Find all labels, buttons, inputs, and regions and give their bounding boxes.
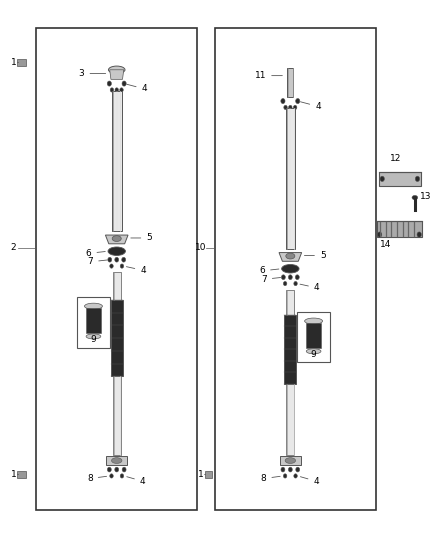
Circle shape: [115, 88, 118, 92]
Circle shape: [378, 232, 382, 237]
Text: 11: 11: [254, 71, 283, 80]
Circle shape: [283, 474, 287, 478]
Text: 12: 12: [390, 154, 401, 163]
Polygon shape: [106, 456, 127, 465]
Circle shape: [110, 474, 113, 478]
Polygon shape: [286, 290, 294, 314]
Text: 1: 1: [11, 58, 17, 67]
Circle shape: [120, 474, 124, 478]
Circle shape: [107, 467, 111, 472]
Text: 1: 1: [11, 470, 17, 479]
Circle shape: [120, 264, 124, 268]
Circle shape: [122, 81, 126, 86]
Circle shape: [281, 275, 285, 280]
Circle shape: [110, 88, 114, 92]
Circle shape: [293, 106, 297, 110]
Text: 1: 1: [198, 470, 204, 479]
Circle shape: [289, 106, 292, 110]
Ellipse shape: [109, 66, 125, 74]
Ellipse shape: [112, 458, 122, 463]
Polygon shape: [280, 456, 301, 465]
Text: 4: 4: [300, 477, 319, 486]
Polygon shape: [286, 384, 294, 455]
Polygon shape: [106, 235, 128, 244]
FancyBboxPatch shape: [215, 28, 376, 511]
Polygon shape: [279, 253, 302, 261]
Ellipse shape: [282, 264, 299, 273]
Text: 4: 4: [127, 84, 147, 93]
Polygon shape: [113, 272, 121, 300]
Circle shape: [284, 106, 287, 110]
Text: 7: 7: [88, 257, 107, 266]
Text: 5: 5: [131, 233, 152, 243]
FancyBboxPatch shape: [205, 471, 212, 478]
Text: 4: 4: [127, 477, 145, 486]
Text: 4: 4: [127, 266, 146, 275]
Ellipse shape: [305, 318, 323, 324]
Circle shape: [417, 232, 421, 237]
Circle shape: [295, 275, 299, 280]
Circle shape: [110, 264, 113, 268]
Circle shape: [296, 99, 300, 103]
Text: 6: 6: [259, 266, 279, 276]
Polygon shape: [284, 314, 297, 384]
Ellipse shape: [285, 458, 296, 463]
Circle shape: [107, 81, 111, 86]
Ellipse shape: [306, 349, 321, 354]
Circle shape: [296, 467, 300, 472]
Text: 9: 9: [91, 335, 96, 344]
Polygon shape: [113, 376, 121, 455]
Text: 5: 5: [304, 251, 326, 260]
Polygon shape: [379, 172, 420, 186]
Ellipse shape: [112, 236, 121, 241]
Circle shape: [108, 257, 112, 262]
Ellipse shape: [286, 253, 295, 259]
Circle shape: [122, 467, 126, 472]
Circle shape: [288, 467, 292, 472]
Text: 3: 3: [79, 69, 106, 78]
Text: 4: 4: [300, 102, 321, 111]
Circle shape: [288, 275, 292, 280]
Polygon shape: [110, 70, 124, 79]
Text: 6: 6: [86, 249, 105, 258]
Circle shape: [380, 176, 385, 182]
Text: 9: 9: [311, 350, 317, 359]
Circle shape: [115, 257, 119, 262]
Text: 14: 14: [380, 240, 392, 249]
Circle shape: [294, 281, 297, 286]
FancyBboxPatch shape: [18, 59, 26, 66]
Ellipse shape: [85, 303, 102, 309]
FancyBboxPatch shape: [18, 471, 26, 478]
Polygon shape: [86, 308, 101, 334]
FancyBboxPatch shape: [77, 297, 110, 348]
Circle shape: [122, 257, 126, 262]
Circle shape: [115, 467, 119, 472]
Text: 4: 4: [300, 284, 319, 292]
Circle shape: [415, 176, 420, 182]
Circle shape: [120, 88, 123, 92]
Circle shape: [281, 467, 285, 472]
Text: 2: 2: [11, 244, 16, 253]
Circle shape: [294, 474, 297, 478]
Circle shape: [283, 281, 287, 286]
Text: 8: 8: [261, 474, 280, 483]
Polygon shape: [111, 300, 123, 376]
Ellipse shape: [412, 196, 418, 200]
FancyBboxPatch shape: [297, 312, 330, 362]
Polygon shape: [377, 221, 422, 237]
Ellipse shape: [108, 247, 125, 255]
Text: 13: 13: [420, 192, 431, 201]
Polygon shape: [286, 109, 295, 248]
FancyBboxPatch shape: [36, 28, 197, 511]
Ellipse shape: [86, 334, 101, 339]
Polygon shape: [307, 323, 321, 348]
Polygon shape: [287, 68, 293, 97]
Polygon shape: [112, 91, 121, 231]
Circle shape: [281, 99, 285, 103]
Text: 7: 7: [261, 275, 281, 284]
Text: 10: 10: [195, 244, 206, 253]
Text: 8: 8: [87, 474, 106, 483]
